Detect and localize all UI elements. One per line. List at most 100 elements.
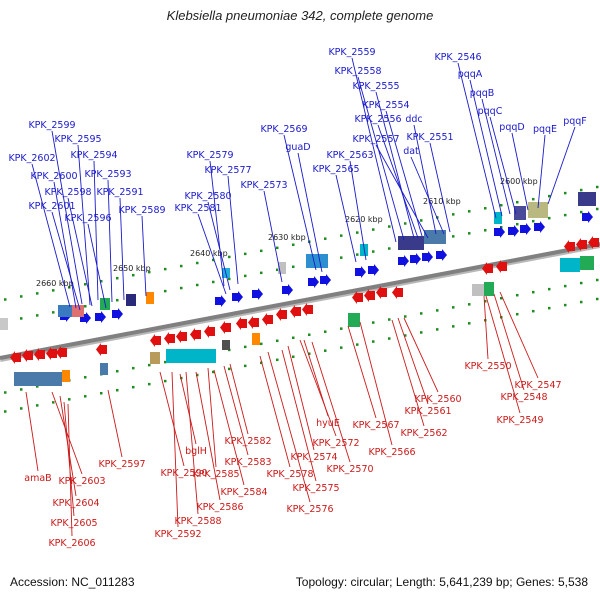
feature-block [100,363,108,375]
feature-block [472,284,484,296]
tick-dot [404,222,407,225]
feature-block [528,202,548,218]
tick-dot [420,219,423,222]
tick-dot [532,219,535,223]
feature-block [484,282,494,296]
reverse-leader-line [207,367,217,468]
reverse-gene-arrow [496,260,507,273]
reverse-leader-line [287,345,315,451]
feature-block [222,340,230,350]
reverse-gene-label: KPK_2547 [514,380,561,391]
tick-dot [596,278,599,282]
tick-dot [340,346,343,349]
tick-dot [4,298,7,301]
tick-dot [244,364,247,368]
forward-gene-arrow [410,253,421,265]
tick-dot [532,290,535,294]
tick-dot [36,314,39,317]
tick-dot [84,395,87,398]
reverse-leader-line [229,363,249,435]
reverse-gene-arrow [576,238,587,251]
forward-leader-line [31,163,71,308]
scale-label: 2660 kbp [36,279,74,288]
forward-leader-line [53,181,77,309]
tick-dot [468,322,471,325]
tick-dot [516,312,519,316]
tick-dot [372,250,375,253]
forward-leader-line [385,110,423,237]
feature-block [126,294,136,306]
tick-dot [564,213,567,217]
tick-dot [564,191,567,195]
forward-leader-line [263,190,283,283]
map-title: Klebsiella pneumoniae 342, complete geno… [166,8,434,23]
tick-dot [276,268,279,272]
tick-dot [84,376,87,379]
tick-dot [276,246,279,250]
tick-dot [292,336,295,340]
reverse-gene-arrow [352,291,363,304]
reverse-gene-label: KPK_2597 [98,459,145,470]
reverse-gene-arrow [236,317,247,330]
forward-gene-arrow [232,291,243,303]
forward-leader-line [481,98,511,215]
reverse-gene-label: KPK_2592 [154,529,201,540]
feature-block [348,313,360,327]
feature-block [578,192,596,206]
forward-gene-arrow [355,266,366,278]
reverse-gene-label: KPK_2578 [266,469,313,480]
tick-dot [180,264,183,268]
tick-dot [324,330,327,333]
tick-dot [244,252,247,256]
reverse-leader-line [195,371,221,501]
forward-gene-label: KPK_2546 [434,52,481,63]
tick-dot [132,366,135,370]
tick-dot [420,331,423,334]
tick-dot [292,265,295,269]
feature-block [494,212,502,224]
forward-leader-line [351,57,397,243]
reverse-leader-line [493,293,525,391]
forward-gene-arrow [368,264,379,276]
reverse-gene-arrow [96,343,107,356]
reverse-gene-arrow [150,334,161,347]
feature-block [72,305,84,317]
tick-dot [4,391,7,394]
tick-dot [116,388,119,392]
forward-leader-line [357,76,405,241]
forward-gene-arrow [494,226,505,238]
tick-dot [20,407,23,410]
tick-dot [52,401,55,404]
reverse-leader-line [159,371,185,467]
reverse-gene-label: KPK_2605 [50,518,97,529]
reverse-gene-label: KPK_2550 [464,361,511,372]
reverse-gene-label: KPK_2584 [220,487,267,498]
forward-gene-label: KPK_2565 [312,164,359,175]
forward-gene-label: KPK_2594 [70,150,117,161]
tick-dot [404,315,407,318]
reverse-gene-arrow [392,286,403,299]
forward-gene-label: KPK_2558 [334,66,381,77]
feature-block [580,256,594,270]
forward-gene-label: KPK_2601 [28,201,75,212]
tick-dot [20,295,23,298]
forward-gene-label: KPK_2596 [64,213,111,224]
forward-gene-arrow [112,308,123,320]
feature-block [14,372,62,386]
reverse-gene-label: KPK_2576 [286,504,333,515]
forward-gene-label: KPK_2580 [184,191,231,202]
reverse-gene-label: KPK_2560 [414,394,461,405]
tick-dot [292,355,295,359]
forward-gene-label: KPK_2589 [118,205,165,216]
feature-block [62,370,70,382]
tick-dot [580,210,583,214]
forward-gene-arrow [436,249,447,261]
tick-dot [100,280,103,283]
tick-dot [596,207,599,211]
reverse-leader-line [397,317,429,405]
forward-gene-label: KPK_2573 [240,180,287,191]
tick-dot [372,321,375,324]
tick-dot [148,270,151,274]
tick-dot [580,281,583,285]
